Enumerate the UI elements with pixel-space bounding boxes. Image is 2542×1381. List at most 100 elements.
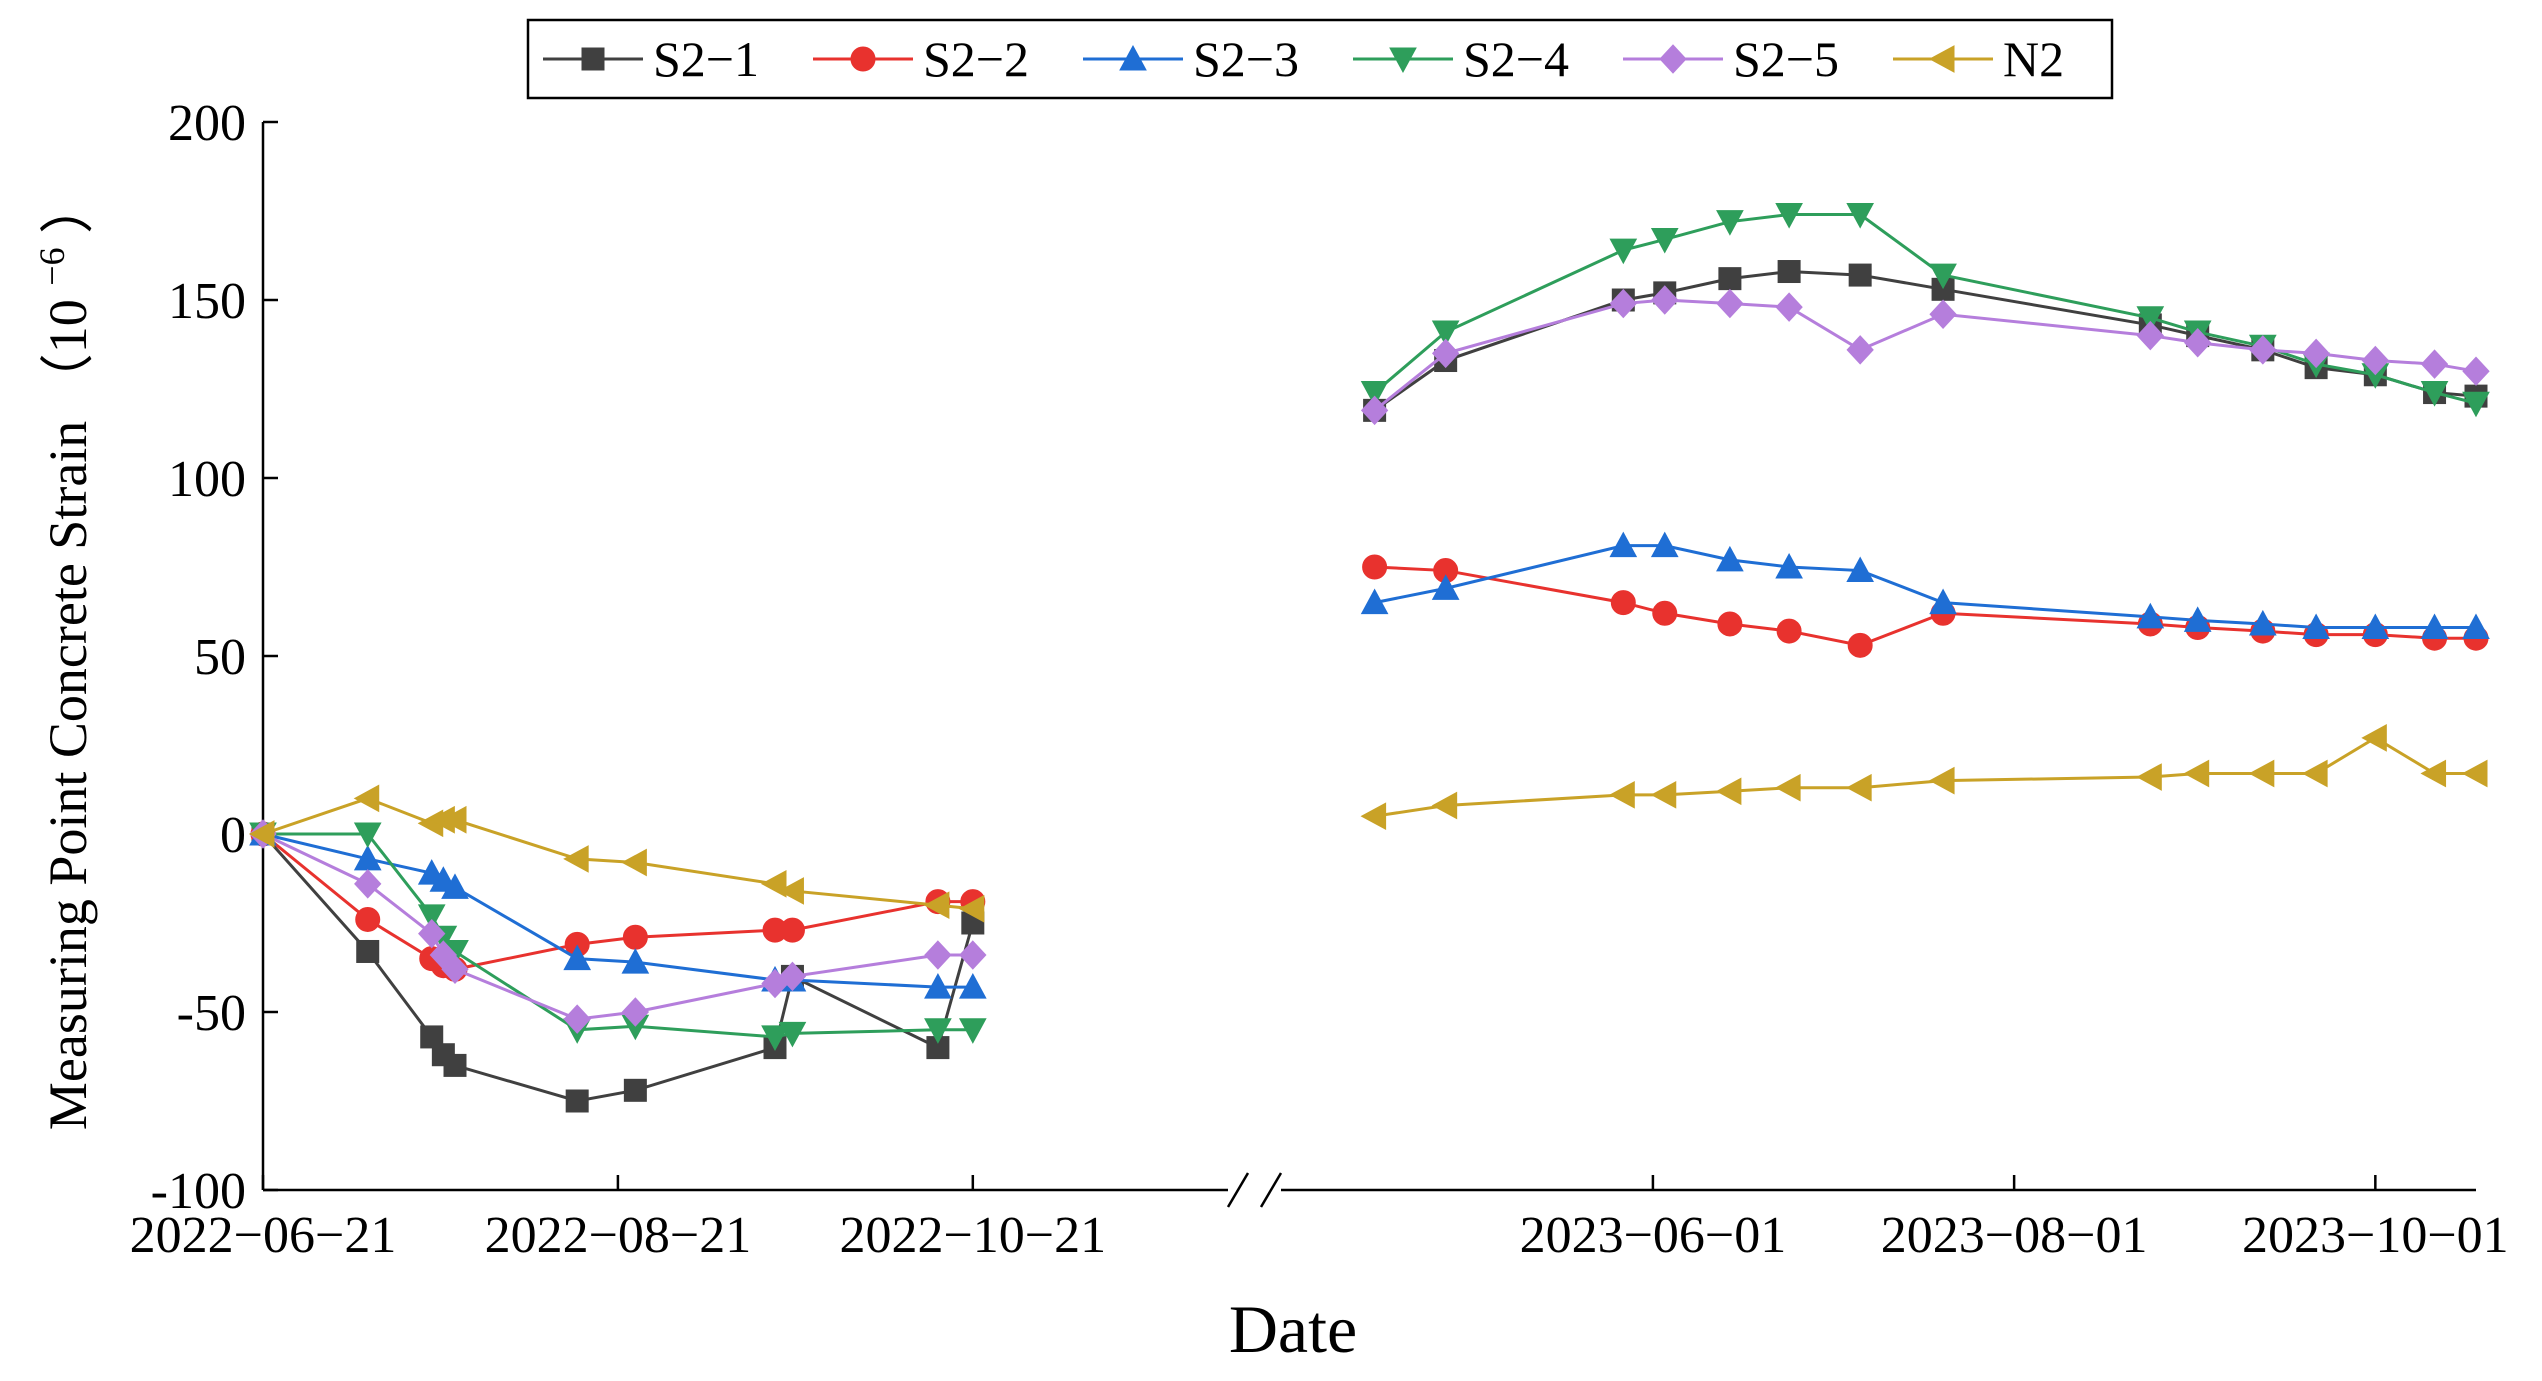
legend-label: S2−5 <box>1733 31 1839 87</box>
series-3-point <box>1929 588 1957 615</box>
series-5-point <box>1929 299 1957 329</box>
series-2-point <box>1717 611 1743 637</box>
series-3-point <box>2420 613 2449 640</box>
legend-swatch-marker <box>581 47 605 71</box>
series-2-point <box>622 924 648 950</box>
axis-break-mark-2 <box>1259 1172 1283 1208</box>
series-4-point <box>1846 203 1875 229</box>
x-tick-label: 2022−06−21 <box>130 1207 397 1264</box>
series-6-point <box>621 848 647 877</box>
y-tick-label: -100 <box>151 1163 246 1220</box>
series-1-point <box>356 939 380 963</box>
series-6-point <box>2183 759 2210 788</box>
series-2-point <box>1362 554 1388 580</box>
series-5-point <box>1609 288 1637 319</box>
series-4-point <box>1431 320 1460 347</box>
series-2-point <box>779 917 805 943</box>
series-1-point <box>1848 263 1872 287</box>
series-6-point <box>563 845 589 873</box>
legend-swatch-marker <box>1659 44 1687 74</box>
series-4-point <box>1716 210 1744 236</box>
series-1-point <box>565 1089 589 1113</box>
y-ticks: -100 -50 0 50 100 150 200 <box>151 95 278 1220</box>
series-2-point <box>1776 618 1802 644</box>
series-5-point <box>2361 345 2390 376</box>
series-3-point <box>2183 606 2212 632</box>
series-6-point <box>1846 773 1872 802</box>
series-3-point <box>1609 531 1638 558</box>
series-5-point <box>778 961 807 992</box>
y-tick-label: -50 <box>177 985 246 1042</box>
series-6-point <box>440 805 467 834</box>
series-5-point <box>2462 356 2490 386</box>
series-5-point <box>2136 320 2165 351</box>
series-5-point <box>1431 338 1460 369</box>
series-3-point <box>2462 613 2490 640</box>
series-5-point <box>959 940 987 970</box>
series-6-point <box>1609 781 1635 809</box>
legend-item: S2−1 <box>543 31 759 87</box>
legend-swatch-marker <box>1389 47 1417 74</box>
legend-swatch-marker <box>1928 45 1955 73</box>
y-axis-title-unit-exp: −6 <box>32 247 72 285</box>
series-3-point <box>441 873 469 899</box>
series-4-point <box>353 822 382 849</box>
series-6-point <box>2248 759 2275 788</box>
y-axis-title-unit-open: （10 <box>38 299 98 407</box>
series-6-point <box>778 877 804 905</box>
series-1-line-2023 <box>1373 270 2477 412</box>
series-3-point <box>1431 574 1460 600</box>
y-tick-label: 50 <box>194 629 246 686</box>
series-6-point <box>923 891 950 920</box>
series-6-point <box>1715 777 1742 806</box>
series-5-group <box>249 285 2490 1034</box>
series-5-point <box>1775 292 1803 322</box>
y-tick-label: 100 <box>168 451 246 508</box>
series-3-point <box>563 944 592 971</box>
series-4-group <box>249 203 2490 1051</box>
series-6-point <box>1360 802 1387 831</box>
legend-label: S2−1 <box>653 31 759 87</box>
series-2-point <box>1652 600 1678 626</box>
series-5-point <box>1846 335 1874 365</box>
x-tick-label: 2023−08−01 <box>1881 1207 2148 1264</box>
series-4-point <box>2136 306 2165 332</box>
legend-item: S2−5 <box>1623 31 1839 87</box>
series-4-point <box>417 904 446 930</box>
series-5-point <box>1360 395 1389 426</box>
legend-swatch-marker <box>850 46 876 72</box>
series-3-point <box>1716 545 1744 572</box>
y-tick-label: 150 <box>168 273 246 330</box>
series-6-point <box>2420 759 2447 788</box>
series-3-point <box>2361 613 2390 640</box>
series-3-point <box>1360 588 1389 615</box>
series-6-point <box>2302 759 2328 788</box>
series-5-point <box>418 918 446 949</box>
legend-item: N2 <box>1893 31 2064 87</box>
series-5-point <box>2302 338 2330 369</box>
x-tick-label: 2023−06−01 <box>1520 1207 1787 1264</box>
series-3-point <box>2248 609 2277 636</box>
series-4-point <box>958 1018 987 1044</box>
x-tick-label: 2022−10−21 <box>839 1207 1106 1264</box>
series-6-point <box>1650 781 1677 809</box>
series-6-point <box>353 784 380 813</box>
series-4-point <box>761 1025 789 1051</box>
legend-item: S2−2 <box>813 31 1029 87</box>
series-3-point <box>621 948 650 974</box>
legend-label: N2 <box>2003 31 2064 87</box>
series-2-point <box>1610 590 1636 616</box>
series-1-point <box>623 1078 647 1102</box>
series-4-point <box>924 1018 952 1044</box>
series-6-point <box>1431 791 1458 820</box>
series-6-point <box>1929 766 1955 795</box>
legend-label: S2−4 <box>1463 31 1569 87</box>
legend-item: S2−3 <box>1083 31 1299 87</box>
axes <box>261 122 2476 1208</box>
series-2-point <box>355 906 381 932</box>
series-4-point <box>1360 381 1389 407</box>
legend-box <box>526 18 2114 100</box>
series-3-point <box>2136 602 2165 629</box>
series-3-group <box>249 531 2490 999</box>
